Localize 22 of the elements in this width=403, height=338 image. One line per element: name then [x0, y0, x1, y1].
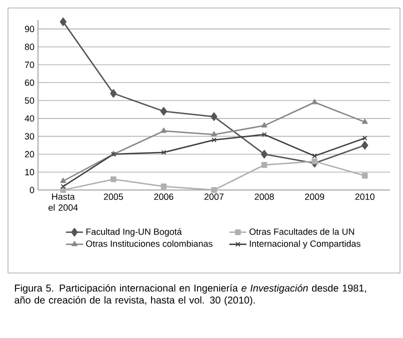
x-tick-label: 2005	[104, 194, 124, 200]
legend-label: Otras Facultades de la UN	[250, 228, 354, 235]
legend-label: Facultad Ing-UN Bogotá	[86, 228, 182, 237]
y-tick-label: 30	[24, 133, 34, 140]
y-tick-label: 80	[24, 44, 34, 50]
x-tick-label: 2007	[204, 194, 224, 200]
y-tick-label: 10	[25, 168, 34, 176]
x-tick-label: Hasta el 2004	[48, 194, 78, 211]
y-tick-label: 60	[24, 79, 34, 86]
x-tick-label: 2006	[154, 194, 174, 200]
y-tick-label: 20	[24, 151, 34, 158]
x-tick-label: 2009	[305, 194, 324, 200]
y-tick-label: 0	[30, 186, 34, 194]
y-tick-label: 70	[24, 62, 34, 68]
x-tick-label: 2008	[254, 194, 274, 200]
text: Figura 5. Participación internacional en Ingeniería e Investigación desde 1981, año de creación de la revista, hasta el vol. 30 (2010).	[14, 284, 366, 306]
x-tick-label: 2010	[355, 194, 374, 200]
y-tick-label: 50	[24, 97, 34, 104]
legend-label: Internacional y Compartidas	[250, 240, 360, 249]
y-tick-label: 90	[24, 26, 34, 32]
legend-label: Otras Instituciones colombianas	[86, 240, 212, 247]
y-tick-label: 40	[24, 115, 34, 122]
